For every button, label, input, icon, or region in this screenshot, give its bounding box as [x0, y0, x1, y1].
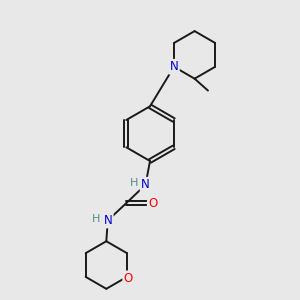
- Text: N: N: [169, 60, 178, 73]
- Text: N: N: [141, 178, 150, 191]
- Text: N: N: [103, 214, 112, 227]
- Text: O: O: [124, 272, 133, 285]
- Text: H: H: [130, 178, 138, 188]
- Text: O: O: [148, 197, 158, 210]
- Text: H: H: [92, 214, 101, 224]
